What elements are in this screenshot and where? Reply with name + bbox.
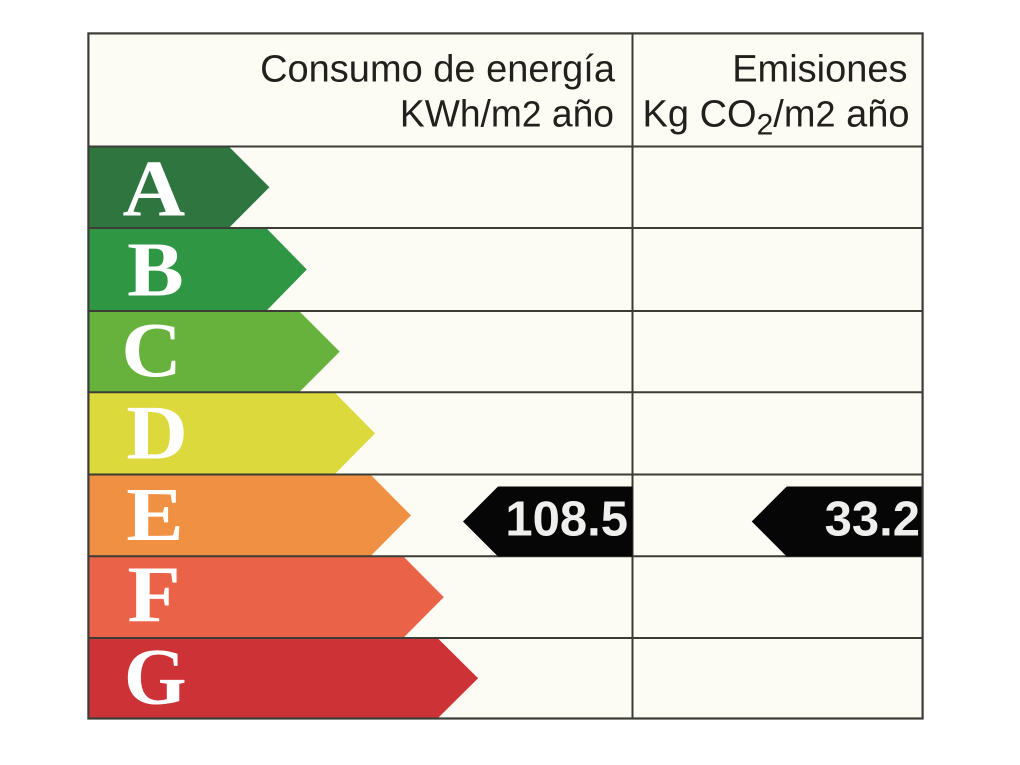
svg-text:B: B [127, 227, 184, 313]
svg-text:A: A [122, 144, 185, 234]
svg-text:Consumo de energía: Consumo de energía [260, 48, 616, 90]
svg-text:C: C [121, 308, 181, 394]
svg-text:D: D [126, 390, 188, 475]
svg-text:Kg CO2/m2 año: Kg CO2/m2 año [643, 93, 910, 141]
svg-text:F: F [127, 551, 180, 640]
svg-text:G: G [124, 632, 187, 721]
svg-text:108.5: 108.5 [505, 493, 628, 547]
svg-text:33.2: 33.2 [825, 493, 920, 547]
svg-text:KWh/m2 año: KWh/m2 año [400, 92, 614, 134]
svg-text:E: E [126, 473, 184, 557]
svg-text:Emisiones: Emisiones [732, 48, 907, 90]
